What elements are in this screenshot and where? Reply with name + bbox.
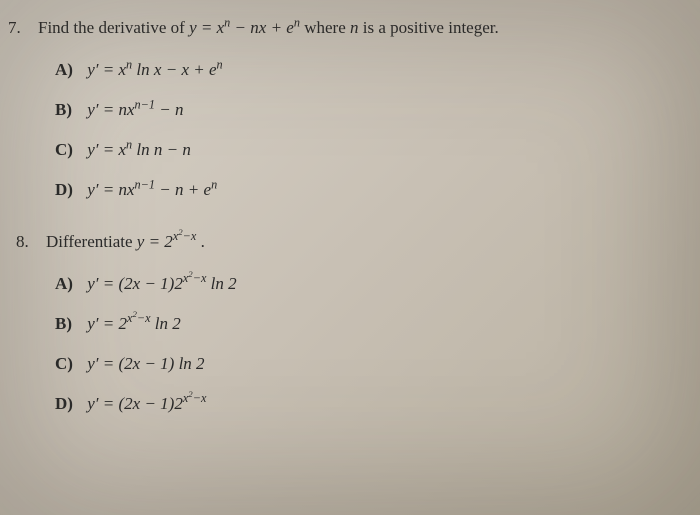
choices-list: A) y′ = xn ln x − x + en B) y′ = nxn−1 −… [0,60,700,200]
choice-math: y′ = (2x − 1)2x2−x [87,394,206,413]
prompt-math: y = xn − nx + en [189,18,300,37]
choice-label: C) [55,140,83,160]
choice-math: y′ = xn ln n − n [87,140,191,159]
choice-b: B) y′ = nxn−1 − n [55,100,700,120]
choice-math: y′ = 2x2−x ln 2 [87,314,181,333]
choice-a: A) y′ = (2x − 1)2x2−x ln 2 [55,274,700,294]
prompt-text: . [201,232,205,251]
choice-b: B) y′ = 2x2−x ln 2 [55,314,700,334]
prompt-text: Find the derivative of [38,18,189,37]
choice-math: y′ = (2x − 1)2x2−x ln 2 [87,274,236,293]
choice-label: A) [55,60,83,80]
prompt-text: Differentiate [46,232,137,251]
choice-math: y′ = xn ln x − x + en [87,60,222,79]
choice-label: D) [55,180,83,200]
choice-label: B) [55,314,83,334]
choice-math: y′ = nxn−1 − n + en [87,180,217,199]
choice-math: y′ = nxn−1 − n [87,100,183,119]
choice-math: y′ = (2x − 1) ln 2 [87,354,204,373]
question-text: Find the derivative of y = xn − nx + en … [38,18,700,38]
choice-c: C) y′ = xn ln n − n [55,140,700,160]
worksheet-page: 7. Find the derivative of y = xn − nx + … [0,0,700,414]
choice-label: A) [55,274,83,294]
prompt-math: y = 2x2−x [137,232,197,251]
prompt-text: is a positive integer. [363,18,499,37]
question-7: 7. Find the derivative of y = xn − nx + … [0,18,700,200]
choice-d: D) y′ = nxn−1 − n + en [55,180,700,200]
choice-label: B) [55,100,83,120]
question-number: 7. [8,18,38,38]
question-8-prompt: 8. Differentiate y = 2x2−x . [0,232,700,252]
prompt-var: n [350,18,359,37]
choices-list: A) y′ = (2x − 1)2x2−x ln 2 B) y′ = 2x2−x… [0,274,700,414]
question-7-prompt: 7. Find the derivative of y = xn − nx + … [0,18,700,38]
choice-a: A) y′ = xn ln x − x + en [55,60,700,80]
question-text: Differentiate y = 2x2−x . [46,232,700,252]
question-number: 8. [8,232,46,252]
choice-label: C) [55,354,83,374]
choice-label: D) [55,394,83,414]
choice-c: C) y′ = (2x − 1) ln 2 [55,354,700,374]
question-8: 8. Differentiate y = 2x2−x . A) y′ = (2x… [0,232,700,414]
prompt-text: where [304,18,350,37]
choice-d: D) y′ = (2x − 1)2x2−x [55,394,700,414]
